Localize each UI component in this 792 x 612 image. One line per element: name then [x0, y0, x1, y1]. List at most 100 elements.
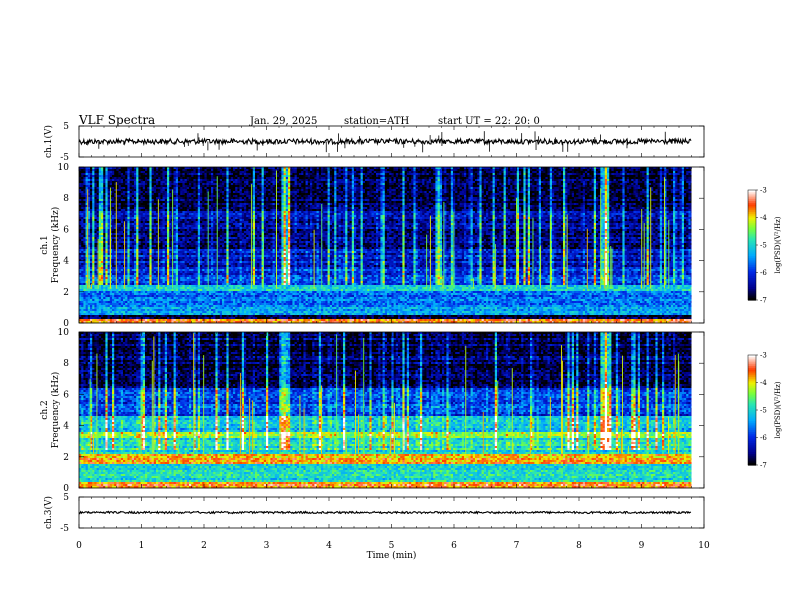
- ch1-spectrogram-cell: [185, 177, 188, 179]
- ch1-spectrogram-cell: [446, 175, 449, 177]
- ch1-spectrogram-cell: [565, 169, 568, 171]
- ch1-spectrogram-cell: [389, 171, 392, 173]
- ch1-spectrogram-cell: [490, 177, 493, 179]
- ch1-spectrogram-cell: [394, 173, 397, 175]
- ch1-spectrogram-cell: [334, 173, 337, 175]
- ch1-spectrogram-cell: [242, 173, 245, 175]
- ch1-spectrogram-cell: [138, 169, 141, 171]
- ch1-spectrogram-cell: [460, 169, 463, 171]
- ch1-spectrogram-cell: [191, 173, 194, 175]
- ch1-spectrogram-cell: [442, 175, 445, 177]
- ch1-spectrogram-cell: [127, 173, 129, 175]
- ch1-spectrogram-cell: [570, 171, 573, 173]
- ch1-spectrogram-cell: [653, 175, 656, 177]
- ch1-spectrogram-cell: [171, 177, 174, 179]
- ch1-spectrogram-cell: [86, 169, 89, 171]
- ch1-spectrogram-cell: [515, 175, 518, 177]
- ch1-spectrogram-cell: [614, 169, 617, 171]
- ch1-spectrogram-cell: [165, 173, 168, 175]
- ch1-spectrogram-cell: [614, 175, 617, 177]
- ch1-spectrogram-cell: [565, 171, 568, 173]
- ch1-spectrogram-cell: [312, 171, 315, 173]
- ch1-spectrogram-cell: [616, 175, 619, 177]
- ch1-spectrogram-cell: [636, 175, 639, 177]
- ch1-spectrogram-cell: [92, 177, 95, 179]
- ch1-spectrogram-cell: [490, 175, 493, 177]
- ch1-spectrogram-cell: [548, 175, 551, 177]
- ch1-spectrogram-cell: [462, 171, 465, 173]
- ch1-spectrogram-cell: [506, 173, 509, 175]
- ch1-spectrogram-cell: [361, 171, 364, 173]
- ch1-spectrogram-cell: [251, 173, 254, 175]
- ch1-spectrogram-cell: [512, 173, 515, 175]
- ch1-spectrogram-cell: [110, 173, 113, 175]
- ch1-spectrogram-cell: [187, 177, 190, 179]
- ch1-spectrogram-cell: [484, 169, 487, 171]
- ch1-spectrogram-cell: [400, 177, 403, 179]
- ch1-spectrogram-cell: [215, 171, 218, 173]
- ch1-spectrogram-cell: [460, 177, 463, 179]
- ch1-spectrogram-cell: [464, 171, 467, 173]
- ch1-spectrogram-cell: [112, 175, 115, 177]
- ch1-spectrogram-cell: [515, 173, 518, 175]
- ch1-spectrogram-cell: [325, 171, 328, 173]
- ch1-spectrogram-cell: [149, 169, 152, 171]
- ch1-spectrogram-cell: [532, 169, 535, 171]
- ch1-spectrogram-cell: [631, 175, 634, 177]
- ch1-spectrogram-cell: [587, 175, 590, 177]
- ch1-spectrogram-cell: [114, 175, 117, 177]
- ch1-spectrogram-cell: [105, 171, 108, 173]
- ch1-spectrogram-cell: [479, 173, 482, 175]
- ch1-spectrogram-cell: [176, 175, 179, 177]
- ch1-spectrogram-cell: [255, 177, 258, 179]
- ch1-spectrogram-cell: [563, 173, 566, 175]
- ch1-spectrogram-cell: [288, 169, 291, 171]
- ch1-spectrogram-cell: [284, 175, 287, 177]
- ch1-spectrogram-cell: [510, 169, 513, 171]
- ch1-spectrogram-cell: [532, 171, 535, 173]
- ch1-spectrogram-cell: [297, 173, 300, 175]
- ch1-spectrogram-cell: [295, 171, 298, 173]
- ch1-spectrogram-cell: [537, 175, 540, 177]
- ch1-spectrogram-cell: [110, 175, 113, 177]
- ch1-spectrogram-cell: [358, 171, 361, 173]
- ch1-spectrogram-cell: [174, 177, 177, 179]
- ch1-spectrogram-cell: [658, 169, 661, 171]
- ch1-spectrogram-cell: [636, 171, 639, 173]
- ch1-spectrogram-cell: [446, 173, 449, 175]
- ch1-spectrogram-cell: [154, 175, 157, 177]
- ch1-spectrogram-cell: [372, 173, 375, 175]
- ch1-spectrogram-cell: [543, 171, 546, 173]
- ch1-spectrogram-cell: [631, 169, 634, 171]
- ch1-spectrogram-cell: [515, 171, 518, 173]
- ch1-spectrogram-cell: [686, 175, 689, 177]
- ch1-spectrogram-cell: [633, 175, 636, 177]
- ch1-spectrogram-cell: [253, 169, 256, 171]
- ch1-spectrogram-cell: [640, 175, 643, 177]
- ch1-spectrogram-cell: [607, 171, 610, 173]
- ch1-spectrogram-cell: [603, 169, 606, 171]
- ch1-spectrogram-cell: [528, 175, 531, 177]
- ch1-spectrogram-cell: [389, 175, 392, 177]
- ch1-spectrogram-cell: [94, 173, 97, 175]
- ch1-spectrogram-cell: [220, 173, 223, 175]
- ch1-spectrogram-cell: [253, 175, 256, 177]
- ch1-spectrogram-cell: [88, 171, 91, 173]
- ch1-spectrogram-cell: [473, 171, 476, 173]
- ch1-spectrogram-cell: [134, 175, 137, 177]
- ch1-spectrogram-cell: [345, 175, 348, 177]
- ch1-spectrogram-cell: [149, 175, 152, 177]
- ch1-spectrogram-cell: [625, 175, 628, 177]
- ch1-spectrogram-cell: [99, 175, 102, 177]
- ch1-spectrogram-cell: [556, 173, 559, 175]
- ch1-spectrogram-cell: [598, 171, 601, 173]
- ch1-spectrogram-cell: [132, 177, 135, 179]
- ch1-spectrogram-cell: [99, 169, 102, 171]
- ch1-spectrogram-cell: [581, 173, 584, 175]
- ch1-spectrogram-cell: [224, 173, 227, 175]
- ch1-spectrogram-cell: [666, 173, 669, 175]
- ch1-spectrogram-cell: [464, 175, 467, 177]
- ch1-spectrogram-cell: [508, 169, 511, 171]
- ch1-spectrogram-cell: [528, 171, 531, 173]
- ch1-spectrogram-cell: [233, 175, 236, 177]
